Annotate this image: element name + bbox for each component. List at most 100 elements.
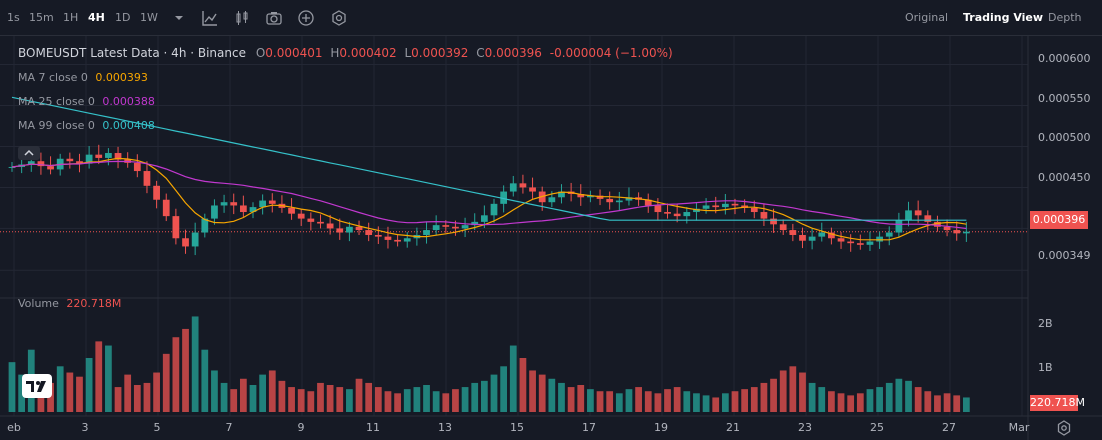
- candle-body: [346, 226, 353, 233]
- candle-body: [789, 230, 797, 235]
- candle-body: [336, 228, 344, 233]
- indicators-icon[interactable]: [201, 9, 219, 27]
- ma25-value: 0.000388: [102, 95, 155, 108]
- volume-bar: [133, 385, 141, 412]
- candle-body: [201, 218, 209, 233]
- ma25-legend[interactable]: MA 25 close 0 0.000388: [18, 95, 155, 108]
- candle-body: [914, 210, 922, 216]
- high-label: H: [330, 46, 340, 60]
- candle-body: [606, 198, 614, 203]
- candle-body: [326, 223, 334, 229]
- candle-body: [249, 207, 257, 213]
- ma7-value: 0.000393: [95, 71, 148, 84]
- candle-body: [403, 238, 411, 242]
- volume-bar: [162, 353, 170, 412]
- ma7-legend[interactable]: MA 7 close 0 0.000393: [18, 71, 148, 84]
- volume-bar: [712, 397, 720, 412]
- volume-bar: [384, 391, 392, 412]
- tradingview-logo: [22, 374, 52, 398]
- volume-legend[interactable]: Volume 220.718M: [18, 297, 121, 310]
- volume-bar: [673, 387, 681, 412]
- candle-body: [866, 241, 874, 245]
- volume-bar: [779, 370, 787, 412]
- volume-bar: [394, 393, 401, 412]
- view-tab-trading-view[interactable]: Trading View: [963, 11, 1044, 24]
- view-tab-original[interactable]: Original: [905, 11, 949, 24]
- ma25-line: [11, 160, 967, 230]
- candle-body: [712, 205, 720, 208]
- candlestick-chart[interactable]: [0, 36, 1102, 440]
- view-tab-depth[interactable]: Depth: [1048, 11, 1082, 24]
- chart-toolbar: 1s 15m 1H 4H 1D 1W Original Trading View…: [0, 0, 1102, 36]
- timeframe-1w[interactable]: 1W: [140, 11, 158, 24]
- volume-bar: [615, 393, 623, 412]
- camera-icon[interactable]: [265, 9, 283, 27]
- price-tick: 0.000600: [1038, 52, 1091, 65]
- candle-body: [905, 210, 912, 221]
- timeframe-1s[interactable]: 1s: [7, 11, 20, 24]
- candle-body: [934, 221, 941, 227]
- ma99-legend[interactable]: MA 99 close 0 0.000408: [18, 119, 155, 132]
- candle-body: [808, 236, 816, 241]
- candle-body: [153, 185, 160, 200]
- volume-bar: [326, 385, 334, 412]
- add-icon[interactable]: [297, 9, 315, 27]
- volume-bar: [249, 385, 257, 412]
- time-tick: 25: [870, 421, 884, 434]
- timeframe-1d[interactable]: 1D: [115, 11, 131, 24]
- volume-bar: [307, 391, 315, 412]
- candle-body: [529, 187, 536, 192]
- chevron-down-icon[interactable]: [170, 9, 188, 27]
- volume-bar: [153, 372, 160, 412]
- volume-bar: [548, 378, 556, 412]
- candle-body: [105, 153, 112, 158]
- candle-body: [480, 215, 488, 222]
- volume-bar: [741, 389, 749, 412]
- volume-bar: [962, 397, 970, 412]
- volume-bar: [953, 395, 961, 412]
- volume-bar: [596, 391, 604, 412]
- candle-body: [162, 199, 170, 217]
- volume-bar: [625, 389, 633, 412]
- timeframe-15m[interactable]: 15m: [29, 11, 54, 24]
- volume-bar: [905, 380, 912, 412]
- candle-body: [943, 226, 951, 231]
- candle-body: [548, 197, 556, 203]
- timeframe-4h[interactable]: 4H: [88, 11, 105, 24]
- volume-bar: [577, 385, 585, 412]
- volume-bar: [664, 389, 671, 412]
- low-value: 0.000392: [411, 46, 469, 60]
- ma25-label: MA 25 close 0: [18, 95, 95, 108]
- candle-body: [750, 207, 758, 213]
- candle-body: [239, 205, 247, 213]
- volume-bar: [56, 366, 64, 412]
- volume-bar: [124, 374, 132, 412]
- volume-bar: [808, 382, 816, 412]
- ma7-label: MA 7 close 0: [18, 71, 88, 84]
- candle-body: [452, 226, 459, 229]
- volume-bar: [423, 385, 430, 412]
- volume-tick: 2B: [1038, 317, 1053, 330]
- timeframe-1h[interactable]: 1H: [63, 11, 79, 24]
- volume-bar: [8, 362, 16, 412]
- collapse-legend-button[interactable]: [18, 146, 40, 160]
- volume-bar: [818, 387, 826, 412]
- volume-bar: [490, 374, 498, 412]
- close-label: C: [476, 46, 485, 60]
- candle-body: [577, 194, 585, 198]
- volume-bar: [721, 393, 729, 412]
- candle-body: [191, 232, 199, 247]
- volume-bar: [365, 382, 373, 412]
- candle-body: [615, 200, 623, 203]
- time-tick: 19: [654, 421, 668, 434]
- settings-hex-icon[interactable]: [330, 9, 348, 27]
- volume-bar: [191, 316, 199, 412]
- time-tick: 13: [438, 421, 452, 434]
- candle-type-icon[interactable]: [233, 9, 251, 27]
- volume-bar: [259, 374, 267, 412]
- volume-bar: [828, 391, 835, 412]
- candle-body: [558, 191, 565, 198]
- candle-body: [374, 234, 382, 237]
- gear-icon[interactable]: [1056, 420, 1072, 436]
- volume-bar: [500, 366, 508, 412]
